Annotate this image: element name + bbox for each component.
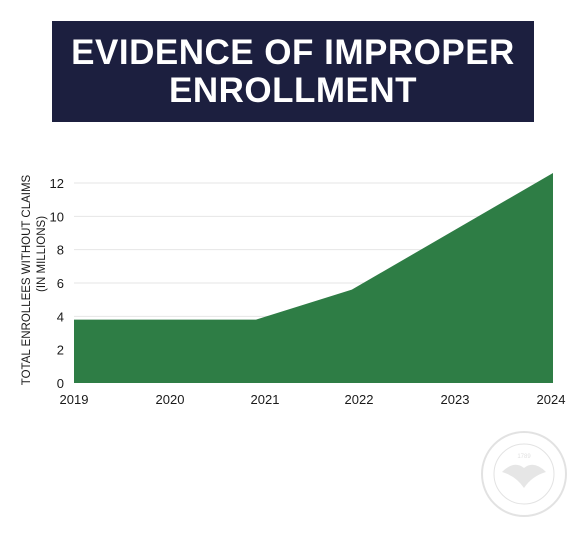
y-tick-label: 6 [57,276,64,291]
svg-text:1789: 1789 [517,454,531,460]
title-line-1: EVIDENCE OF IMPROPER [71,32,515,72]
x-tick-label: 2022 [345,392,374,407]
y-tick-label: 2 [57,343,64,358]
y-tick-label: 12 [50,176,64,191]
y-tick-label: 8 [57,243,64,258]
x-tick-label: 2021 [251,392,280,407]
area-series [74,173,553,383]
x-tick-label: 2023 [441,392,470,407]
x-tick-label: 2020 [156,392,185,407]
y-axis-label-line-2: (IN MILLIONS) [36,216,48,292]
title-banner: EVIDENCE OF IMPROPER ENROLLMENT [52,21,534,122]
y-tick-label: 0 [57,376,64,391]
house-seal-watermark: 1789 [481,431,567,517]
x-tick-label: 2024 [537,392,566,407]
title-line-2: ENROLLMENT [168,70,418,110]
y-tick-label: 10 [50,209,64,224]
y-tick-label: 4 [57,309,64,324]
x-tick-label: 2019 [60,392,89,407]
y-axis-label-line-1: TOTAL ENROLLEES WITHOUT CLAIMS [21,174,33,385]
page-title: EVIDENCE OF IMPROPER ENROLLMENT [71,32,515,110]
